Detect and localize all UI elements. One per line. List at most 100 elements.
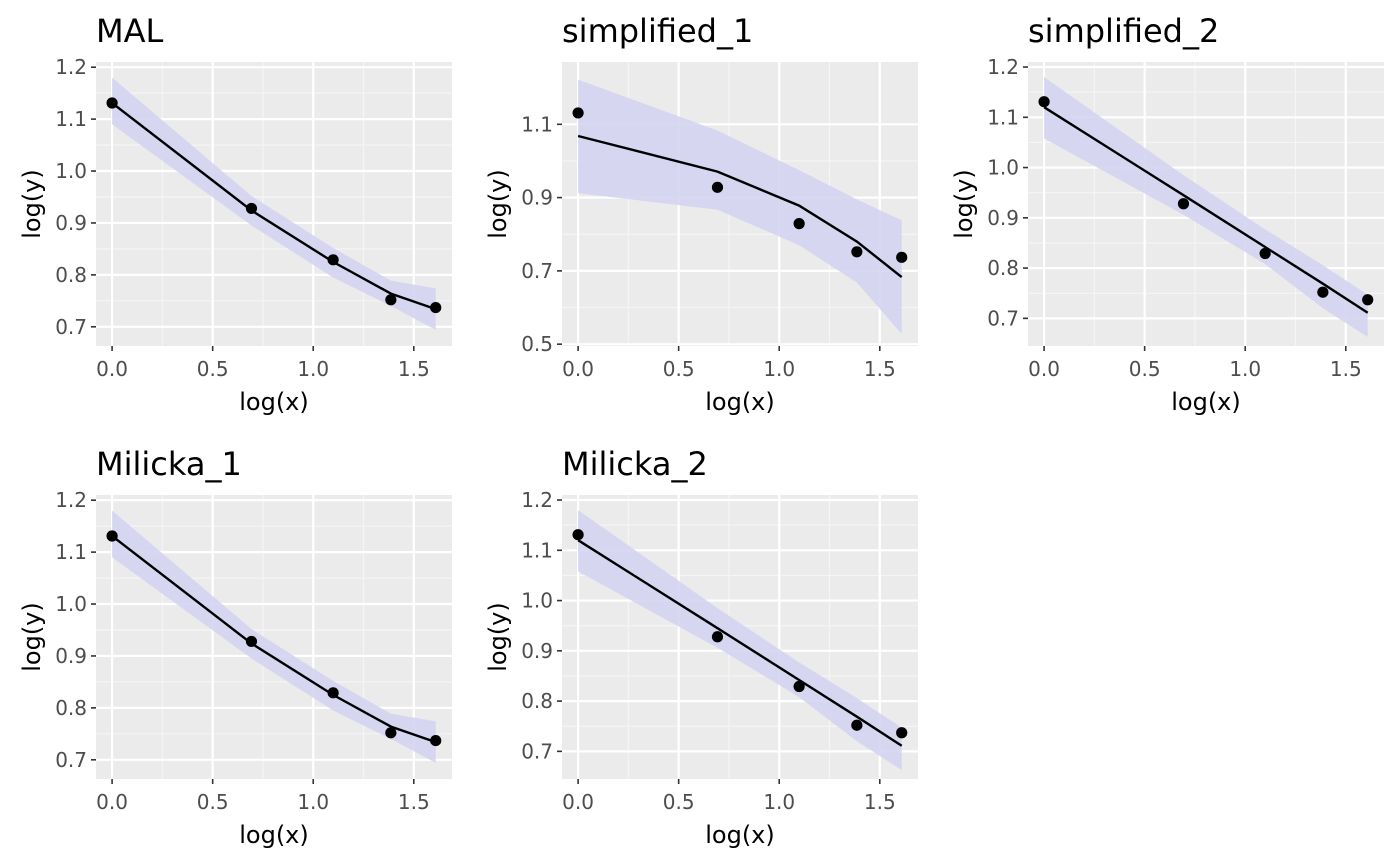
y-tick-label: 1.0 [55,159,87,183]
y-tick-label: 1.2 [55,488,87,512]
data-point [793,680,805,693]
chart-svg: 0.0 0.5 1.0 1.5 0.7 0.8 0.9 1.0 1.1 1.2 Milicka_2l… [484,445,918,849]
panel-milicka-1: 0.0 0.5 1.0 1.5 0.7 0.8 0.9 1.0 1.1 1.2 Milicka_1 l… [0,433,466,865]
data-point [430,734,442,747]
y-tick-label: 0.7 [521,259,553,283]
panel-title: Milicka_1 [96,445,242,483]
confidence-ribbon [578,79,902,334]
y-axis-title: log(y) [484,169,512,239]
y-tick-label: 1.0 [521,589,553,613]
x-axis-title: log(x) [705,821,775,849]
y-tick-label: 0.9 [55,211,87,235]
panel-title: simplified_1 [562,12,753,50]
x-tick-label: 0.0 [96,357,128,381]
y-tick-label: 1.1 [987,105,1019,129]
data-point [851,719,863,731]
data-point [1362,294,1374,306]
x-axis-title: log(x) [239,821,309,849]
panel-simplified-2: 0.0 0.5 1.0 1.5 0.7 0.8 0.9 1.0 1.1 1.2 simplified… [932,0,1398,432]
y-tick-label: 0.7 [55,315,87,339]
y-tick-label: 0.9 [987,206,1019,230]
data-point [385,727,397,739]
data-point [896,727,908,739]
confidence-ribbon [112,77,436,330]
x-tick-label: 0.0 [562,357,594,381]
x-tick-label: 1.5 [864,790,896,814]
data-point [793,218,805,230]
panel-title: Milicka_2 [562,445,708,483]
y-tick-label: 1.0 [55,592,87,616]
x-tick-label: 1.0 [1229,357,1261,381]
data-point [711,631,724,643]
data-point [245,202,258,215]
chart-svg: 0.0 0.5 1.0 1.5 0.5 0.7 0.9 1.1 simplified_1 log(… [484,12,918,416]
y-tick-label: 0.7 [521,739,553,763]
y-axis-title: log(y) [950,169,978,239]
y-tick-label: 0.8 [55,263,87,287]
y-axis-title: log(y) [18,169,46,239]
panel-title: MAL [96,12,164,50]
x-tick-label: 0.0 [562,790,594,814]
x-tick-label: 0.5 [663,357,695,381]
y-tick-label: 1.1 [521,112,553,136]
x-tick-label: 1.0 [297,790,329,814]
x-tick-label: 0.5 [1129,357,1161,381]
data-point [1317,286,1329,298]
fit-line [577,134,903,279]
x-tick-label: 1.5 [398,790,430,814]
x-tick-label: 1.5 [864,357,896,381]
fit-line [577,539,903,747]
y-tick-label: 0.9 [521,639,553,663]
y-tick-label: 1.2 [987,55,1019,79]
y-tick-label: 1.1 [521,538,553,562]
y-tick-label: 1.1 [55,107,87,131]
y-tick-label: 0.8 [521,689,553,713]
y-tick-label: 1.1 [55,540,87,564]
y-tick-label: 1.2 [521,488,553,512]
y-tick-label: 0.7 [55,748,87,772]
x-tick-label: 1.0 [297,357,329,381]
confidence-ribbon [578,510,902,770]
x-axis-title: log(x) [239,388,309,416]
chart-svg: 0.0 0.5 1.0 1.5 0.7 0.8 0.9 1.0 1.1 1.2 simplified… [950,12,1384,416]
x-axis-title: log(x) [705,388,775,416]
y-axis-title: log(y) [18,602,46,672]
y-tick-label: 0.9 [55,644,87,668]
y-tick-label: 0.8 [987,256,1019,280]
data-point [106,530,118,542]
confidence-ribbon [112,510,436,763]
x-tick-label: 1.5 [1330,357,1362,381]
data-point [572,107,584,119]
data-point [245,635,258,648]
data-point [1259,247,1271,260]
x-tick-label: 0.5 [197,357,229,381]
fit-line [1043,106,1369,314]
y-axis-title: log(y) [484,602,512,672]
data-point [711,181,724,193]
data-point [1177,198,1190,210]
x-tick-label: 1.0 [763,790,795,814]
y-tick-label: 0.7 [987,306,1019,330]
x-tick-label: 0.5 [197,790,229,814]
panel-mal: 0.0 0.5 1.0 1.5 0.7 0.8 0.9 1.0 1.1 1.2 MAL log(x) l… [0,0,466,432]
data-point [896,251,908,263]
data-point [327,687,339,699]
data-point [851,246,863,258]
data-point [430,301,442,314]
data-point [572,529,584,541]
x-tick-label: 1.5 [398,357,430,381]
minor-gridlines [96,495,452,779]
confidence-ribbon [1044,77,1368,337]
data-point [1038,96,1050,108]
chart-svg: 0.0 0.5 1.0 1.5 0.7 0.8 0.9 1.0 1.1 1.2 Milicka_1l… [18,445,452,849]
y-tick-label: 1.2 [55,55,87,79]
x-tick-label: 0.0 [96,790,128,814]
x-tick-label: 0.5 [663,790,695,814]
panel-simplified-1: 0.0 0.5 1.0 1.5 0.5 0.7 0.9 1.1 simplified_1 log(… [466,0,932,432]
x-tick-label: 0.0 [1028,357,1060,381]
x-axis-title: log(x) [1171,388,1241,416]
chart-svg: 0.0 0.5 1.0 1.5 0.7 0.8 0.9 1.0 1.1 1.2 MAL log(x) l… [18,12,452,416]
major-gridlines [1028,62,1384,346]
x-tick-label: 1.0 [763,357,795,381]
